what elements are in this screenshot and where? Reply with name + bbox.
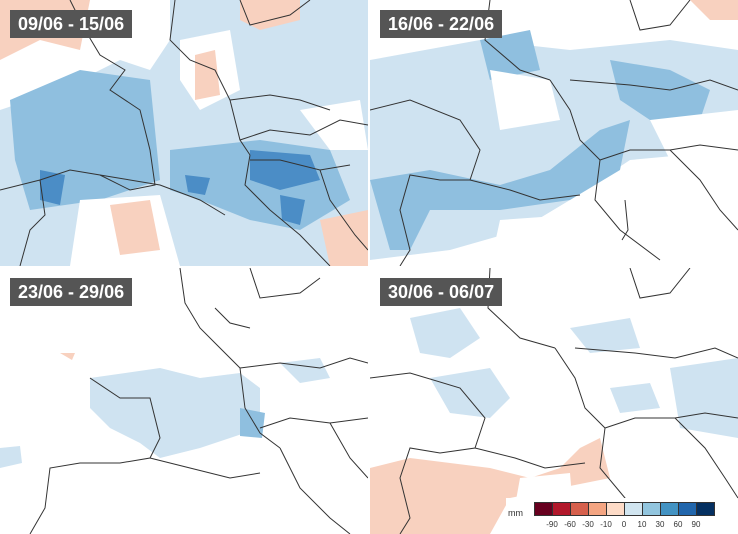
precip-anomaly-map-week4: [370, 268, 738, 534]
map-panel-week1: 09/06 - 15/06: [0, 0, 368, 266]
precip-anomaly-map-week1: [0, 0, 368, 266]
legend-tick: 60: [673, 520, 683, 529]
period-label: 16/06 - 22/06: [380, 10, 503, 38]
legend-tick: -90: [546, 520, 558, 529]
period-label: 09/06 - 15/06: [10, 10, 133, 38]
legend-unit: mm: [508, 508, 523, 518]
map-panel-week3: 23/06 - 29/06: [0, 268, 368, 534]
legend-swatch: [534, 502, 553, 516]
legend-swatch: [624, 502, 643, 516]
legend-tick: -30: [582, 520, 594, 529]
color-legend: mm -90 -60 -30 -10 0 10 30 60 90: [506, 498, 734, 532]
legend-tick: 30: [655, 520, 665, 529]
legend-tick: 0: [621, 520, 627, 529]
map-panel-week2: 16/06 - 22/06: [370, 0, 738, 266]
legend-swatch: [642, 502, 661, 516]
legend-tick: 10: [637, 520, 647, 529]
legend-swatch: [606, 502, 625, 516]
period-label: 30/06 - 06/07: [380, 278, 503, 306]
period-label: 23/06 - 29/06: [10, 278, 133, 306]
legend-tick: -60: [564, 520, 576, 529]
legend-swatch: [678, 502, 697, 516]
legend-swatch: [588, 502, 607, 516]
legend-tick: -10: [600, 520, 612, 529]
legend-swatch: [552, 502, 571, 516]
precip-anomaly-map-week2: [370, 0, 738, 266]
precip-anomaly-map-week3: [0, 268, 368, 534]
map-panel-week4: 30/06 - 06/07: [370, 268, 738, 534]
legend-swatch: [570, 502, 589, 516]
legend-tick: 90: [691, 520, 701, 529]
legend-swatch: [696, 502, 715, 516]
legend-swatch: [660, 502, 679, 516]
legend-color-bar: [534, 502, 715, 516]
